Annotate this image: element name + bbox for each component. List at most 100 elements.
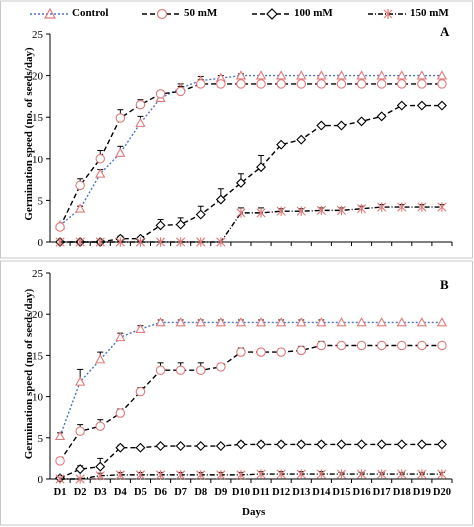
data-point-50mm-a-14	[336, 79, 347, 89]
y-tick-label-b-1: 5	[38, 433, 44, 445]
data-point-100mm-b-10	[256, 439, 267, 450]
panel-frame-a	[0, 0, 473, 259]
panel-letter-a: A	[440, 24, 450, 39]
series-line-100mm-a	[60, 104, 442, 243]
data-point-50mm-b-12	[296, 345, 306, 356]
data-point-100mm-b-2	[95, 461, 106, 472]
data-point-100mm-a-16	[376, 111, 387, 122]
data-point-control-b-19	[436, 317, 448, 327]
x-tick-label-b-14: D15	[332, 487, 350, 498]
legend-swatch-control	[30, 7, 70, 19]
data-point-150mm-a-18	[417, 202, 427, 212]
data-point-50mm-b-18	[417, 340, 427, 351]
x-tick-label-b-17: D18	[393, 487, 411, 498]
data-point-control-a-15	[356, 70, 367, 80]
data-point-100mm-a-7	[195, 209, 206, 220]
data-point-control-a-18	[416, 70, 427, 80]
series-line-150mm-a	[60, 206, 442, 243]
data-point-100mm-b-11	[276, 439, 287, 450]
series-line-control-b	[59, 321, 442, 437]
data-point-150mm-b-8	[216, 470, 226, 480]
chart-legend: Control 50 mM 100 mM 150 mM	[28, 4, 468, 24]
series-50mm-a	[55, 79, 447, 232]
x-axis-label-b: Days	[242, 506, 266, 518]
data-point-150mm-b-1	[75, 474, 85, 484]
data-point-control-a-2	[95, 168, 106, 178]
data-point-control-a-11	[276, 70, 287, 80]
data-point-100mm-b-7	[195, 441, 206, 452]
data-point-control-b-12	[296, 317, 307, 327]
data-point-100mm-a-11	[276, 139, 287, 150]
data-point-150mm-a-8	[216, 237, 226, 247]
x-tick-label-b-12: D13	[292, 487, 310, 498]
data-point-100mm-b-8	[215, 441, 226, 452]
data-point-150mm-a-13	[316, 205, 326, 216]
panel-letter-b: B	[440, 277, 449, 292]
data-point-150mm-a-1	[75, 237, 85, 247]
data-point-50mm-a-18	[417, 79, 427, 89]
data-point-50mm-a-10	[256, 79, 266, 89]
data-point-control-b-2	[95, 354, 106, 364]
data-point-150mm-a-14	[336, 205, 347, 216]
data-point-100mm-a-6	[175, 219, 186, 230]
y-tick-label-b-2: 10	[32, 392, 44, 404]
data-point-50mm-a-0	[55, 222, 65, 232]
data-point-50mm-b-9	[236, 347, 246, 357]
data-point-50mm-b-13	[316, 340, 327, 351]
data-point-150mm-b-11	[276, 469, 286, 479]
data-point-50mm-a-16	[376, 79, 387, 89]
data-point-control-a-10	[255, 70, 267, 80]
data-point-50mm-a-12	[296, 79, 306, 89]
data-point-50mm-a-3	[115, 113, 126, 123]
series-line-control-a	[59, 74, 442, 226]
data-point-50mm-a-9	[236, 79, 246, 89]
data-point-150mm-b-7	[196, 470, 206, 480]
data-point-150mm-b-10	[256, 469, 266, 479]
legend-label-control: Control	[72, 7, 109, 19]
data-point-150mm-b-12	[296, 469, 306, 479]
y-tick-label-a-4: 20	[32, 71, 44, 83]
x-tick-label-b-6: D7	[174, 487, 187, 498]
data-point-150mm-a-6	[176, 237, 186, 247]
data-point-50mm-b-6	[175, 365, 186, 375]
data-point-150mm-b-3	[115, 470, 125, 480]
series-100mm-a	[55, 100, 447, 247]
panel-frame-b	[0, 260, 473, 526]
data-point-50mm-a-15	[356, 79, 367, 89]
data-point-100mm-b-19	[436, 439, 447, 450]
y-tick-label-b-5: 25	[32, 268, 44, 280]
data-point-50mm-a-11	[276, 79, 286, 89]
data-point-100mm-b-17	[396, 439, 407, 450]
data-point-50mm-a-5	[155, 89, 166, 99]
y-tick-label-a-3: 15	[32, 112, 44, 124]
x-tick-label-b-2: D3	[94, 487, 107, 498]
data-point-50mm-b-1	[75, 426, 85, 436]
legend-swatch-150mm	[368, 9, 408, 19]
data-point-100mm-a-10	[256, 162, 267, 173]
data-point-50mm-b-15	[356, 340, 367, 351]
data-point-150mm-b-2	[95, 471, 105, 481]
data-point-100mm-b-4	[135, 442, 146, 453]
data-point-150mm-a-17	[397, 202, 407, 212]
data-point-150mm-b-4	[135, 470, 146, 480]
data-point-150mm-b-9	[236, 470, 246, 480]
data-point-150mm-b-14	[336, 469, 347, 479]
x-tick-label-b-9: D10	[232, 487, 250, 498]
x-tick-label-b-3: D4	[114, 487, 128, 498]
legend-label-100mm: 100 mM	[294, 7, 333, 19]
data-point-100mm-b-6	[175, 441, 186, 452]
y-tick-label-b-4: 20	[32, 309, 44, 321]
data-point-100mm-b-9	[235, 439, 246, 450]
data-point-100mm-a-5	[155, 220, 166, 231]
data-point-150mm-a-12	[296, 206, 306, 216]
data-point-control-b-17	[396, 317, 407, 327]
data-point-50mm-a-6	[175, 86, 186, 97]
legend-label-150mm: 150 mM	[410, 7, 449, 19]
y-axis-label-b: Germination speed (no of seeds/day)	[23, 288, 35, 460]
y-tick-label-a-2: 10	[32, 154, 44, 166]
series-control-a	[54, 70, 448, 230]
data-point-150mm-b-17	[397, 469, 407, 479]
data-point-100mm-a-12	[296, 134, 307, 145]
data-point-50mm-b-16	[376, 340, 387, 351]
data-point-150mm-a-2	[95, 237, 105, 247]
